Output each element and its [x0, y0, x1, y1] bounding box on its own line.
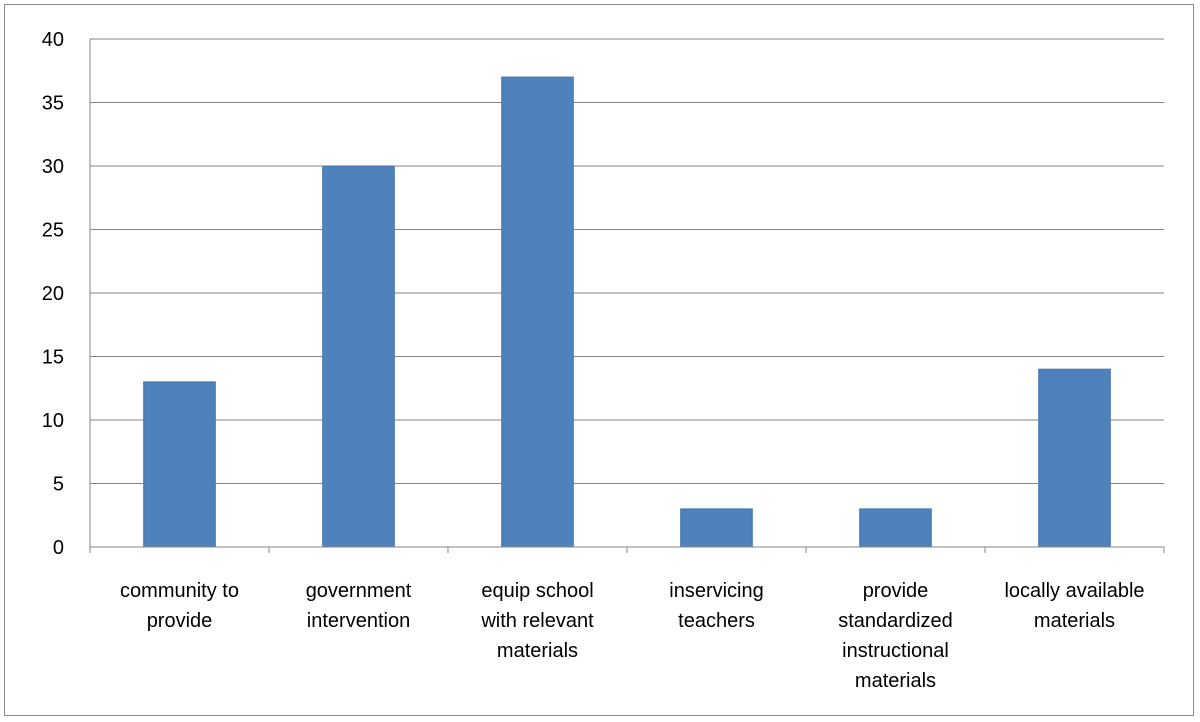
- y-tick-labels: 0 5 10 15 20 25 30 35 40: [42, 29, 64, 559]
- category-label-2: government intervention: [306, 580, 412, 632]
- grid-lines: [90, 38, 1164, 484]
- bar-1: [143, 381, 216, 548]
- x-category-labels: community to provide government interventio…: [120, 580, 1145, 692]
- chart-frame: [4, 4, 1194, 716]
- bar-2: [322, 165, 395, 548]
- bar-3: [501, 76, 574, 548]
- bars: [143, 76, 1111, 548]
- y-tick-label-30: 30: [42, 156, 64, 178]
- category-label-4: inservicing teachers: [669, 580, 763, 632]
- y-tick-label-25: 25: [42, 220, 64, 242]
- y-tick-label-0: 0: [53, 537, 64, 559]
- bar-6: [1038, 368, 1111, 548]
- category-label-3: equip school with relevant materials: [480, 580, 594, 662]
- y-tick-label-20: 20: [42, 283, 64, 305]
- category-label-6: locally available materials: [1004, 580, 1144, 632]
- y-tick-label-40: 40: [42, 29, 64, 51]
- y-tick-label-35: 35: [42, 93, 64, 115]
- category-label-1: community to provide: [120, 580, 239, 632]
- y-tick-label-15: 15: [42, 347, 64, 369]
- y-tick-label-5: 5: [53, 474, 64, 496]
- y-tick-label-10: 10: [42, 410, 64, 432]
- bar-4: [680, 508, 753, 548]
- category-label-5: provide standardized instructional material…: [838, 580, 953, 692]
- axes: [89, 39, 1165, 553]
- bar-5: [859, 508, 932, 548]
